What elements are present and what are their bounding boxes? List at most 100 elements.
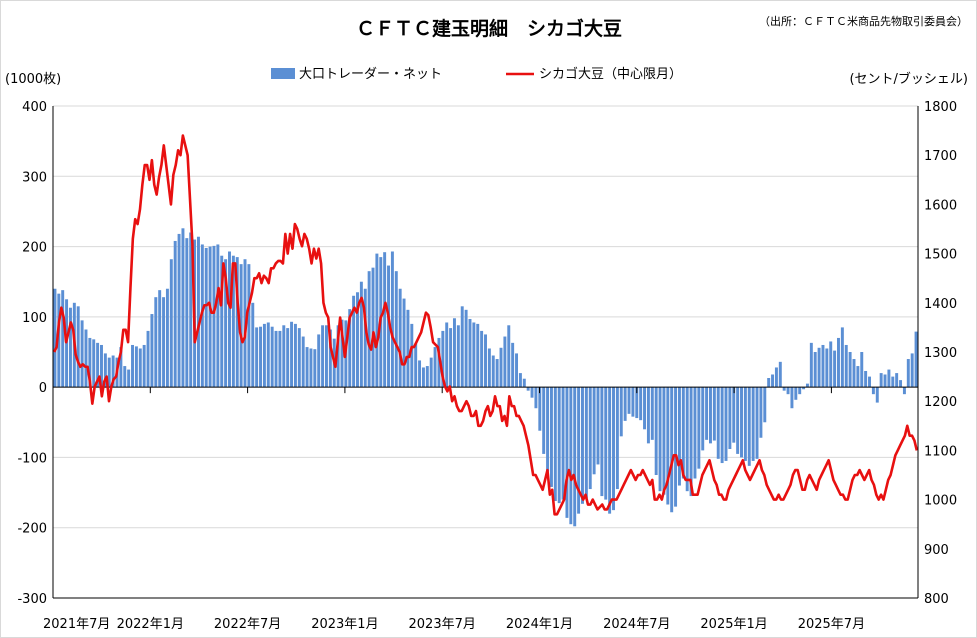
bar	[542, 387, 546, 454]
bar	[724, 387, 728, 461]
bar	[728, 387, 732, 449]
y-left-tick-label: -100	[17, 451, 47, 466]
bar	[356, 292, 359, 388]
bar	[165, 288, 169, 388]
bar	[709, 387, 712, 444]
bar	[600, 387, 604, 497]
bar	[635, 387, 639, 419]
bar	[573, 387, 577, 527]
bar	[293, 323, 297, 388]
bar	[751, 387, 755, 461]
bar	[317, 334, 321, 388]
bar	[813, 352, 817, 388]
bar	[755, 387, 759, 459]
bar	[131, 344, 134, 388]
bar	[224, 259, 228, 388]
axes: 4003002001000-100-200-300180017001600150…	[17, 100, 957, 632]
bar	[685, 387, 689, 492]
bar	[821, 344, 825, 388]
bar	[712, 387, 716, 441]
y-right-tick-label: 1600	[924, 198, 957, 213]
bar	[324, 325, 328, 388]
bar	[142, 344, 146, 388]
bar	[390, 251, 394, 388]
bar	[460, 306, 464, 388]
bar	[701, 387, 705, 451]
bar	[464, 309, 468, 388]
bar	[879, 373, 883, 388]
bar	[359, 281, 363, 388]
legend-swatch-bars	[271, 68, 295, 79]
bar	[767, 378, 771, 388]
bar	[608, 387, 612, 514]
bar	[670, 387, 674, 513]
chart-source: （出所：ＣＦＴＣ米商品先物取引委員会）	[759, 14, 968, 28]
bar	[305, 347, 309, 388]
y-left-tick-label: 0	[39, 381, 47, 396]
x-tick-label: 2025年1月	[700, 617, 767, 632]
bar	[286, 328, 290, 388]
bar	[720, 387, 724, 464]
bar	[840, 327, 844, 388]
bar	[57, 293, 61, 388]
bar	[522, 378, 526, 388]
bar	[290, 321, 294, 388]
bar	[899, 380, 903, 388]
bar	[650, 387, 654, 440]
bar	[891, 376, 895, 388]
bar	[798, 387, 802, 395]
bar	[421, 367, 425, 388]
x-tick-label: 2023年7月	[409, 617, 476, 632]
bar	[662, 387, 666, 495]
bar	[689, 387, 693, 497]
bar	[557, 387, 561, 504]
bar	[96, 342, 100, 388]
bar	[844, 344, 848, 388]
bar	[619, 387, 623, 437]
legend-label-line: シカゴ大豆（中心限月）	[539, 66, 682, 82]
y-right-tick-label: 1100	[924, 444, 957, 459]
bar	[786, 387, 790, 395]
bar	[887, 369, 891, 388]
bar	[92, 339, 96, 388]
bar	[255, 327, 259, 388]
bar	[309, 348, 313, 388]
bar	[406, 309, 410, 388]
bar	[771, 374, 775, 388]
bar	[61, 290, 65, 388]
bar	[860, 352, 864, 388]
bar	[441, 330, 445, 388]
bar	[794, 387, 798, 400]
bar	[383, 252, 387, 388]
bar	[394, 271, 398, 388]
bar	[84, 329, 88, 388]
bar	[274, 330, 278, 388]
bar	[518, 373, 522, 388]
bar	[259, 326, 262, 388]
x-tick-label: 2022年7月	[214, 617, 281, 632]
bar	[429, 357, 433, 388]
bar	[196, 236, 200, 388]
bar	[336, 325, 340, 388]
bar	[216, 244, 220, 388]
bar	[674, 387, 678, 507]
bar	[615, 387, 619, 490]
y-right-tick-label: 800	[924, 592, 949, 607]
bar	[282, 325, 286, 388]
bar	[425, 366, 429, 388]
bar	[852, 359, 856, 388]
y-right-axis-label: (セント/ブッシェル)	[849, 71, 968, 87]
y-right-tick-label: 1800	[924, 100, 957, 115]
bar	[437, 337, 441, 388]
y-left-tick-label: 100	[22, 311, 47, 326]
bar	[297, 328, 301, 388]
bar	[445, 322, 449, 388]
bar	[367, 271, 371, 388]
bar	[266, 322, 270, 388]
y-right-tick-label: 900	[924, 543, 949, 558]
bar	[569, 387, 573, 525]
bar	[654, 387, 658, 475]
bar	[631, 387, 635, 417]
y-left-tick-label: 300	[22, 170, 47, 185]
bar	[549, 387, 553, 487]
